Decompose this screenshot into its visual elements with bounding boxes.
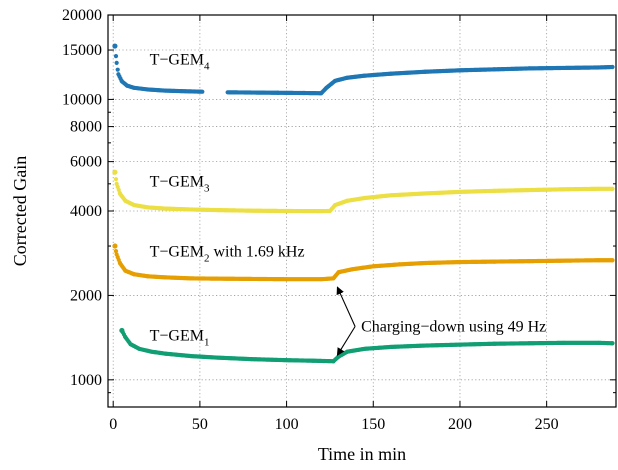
series-label-1: T−GEM1: [150, 328, 210, 349]
series-label-sub: 1: [204, 337, 210, 349]
x-tick-label: 150: [361, 416, 385, 433]
series-label-2: T−GEM2 with 1.69 kHz: [150, 244, 305, 265]
x-axis-label: Time in min: [318, 444, 406, 464]
annotation: Charging−down using 49 Hz: [336, 286, 546, 357]
series-layer: [112, 43, 615, 364]
series-4: [112, 43, 615, 96]
y-tick-label: 2000: [70, 287, 102, 304]
data-point: [610, 258, 615, 263]
y-tick-label: 8000: [70, 119, 102, 136]
annotation-text: Charging−down using 49 Hz: [361, 319, 546, 336]
series-label-4: T−GEM4: [150, 52, 210, 73]
x-tick-label: 50: [192, 416, 208, 433]
grid: [108, 14, 616, 407]
series-label-main: T−GEM: [150, 244, 204, 261]
series-1: [119, 327, 615, 364]
data-point: [610, 341, 615, 346]
annotation-arrow: [336, 326, 356, 357]
data-point: [112, 169, 118, 175]
x-tick-label: 200: [448, 416, 472, 433]
y-tick-label: 1000: [70, 372, 102, 389]
data-point: [610, 64, 615, 70]
y-tick-label: 6000: [70, 154, 102, 171]
data-point: [115, 67, 120, 72]
data-point: [114, 60, 119, 65]
series-label-main: T−GEM: [150, 52, 204, 69]
y-tick-label: 20000: [62, 7, 102, 24]
data-point: [113, 177, 119, 182]
series-label-3: T−GEM3: [150, 173, 210, 194]
series-3: [112, 169, 615, 214]
data-point: [610, 186, 615, 191]
ticks: 0 50 100 150 200 250 1000 2000 4000 6000 8000 10000…: [62, 7, 616, 433]
series-label-sub: 4: [204, 61, 210, 73]
series-label-suffix: with 1.69 kHz: [209, 244, 304, 261]
data-point: [119, 327, 125, 334]
x-tick-label: 0: [109, 416, 117, 433]
x-tick-label: 250: [535, 416, 559, 433]
series-label-main: T−GEM: [150, 328, 204, 345]
data-point: [113, 248, 119, 254]
data-point: [200, 89, 205, 94]
y-tick-label: 10000: [62, 91, 102, 108]
series-label-main: T−GEM: [150, 173, 204, 190]
data-point: [112, 43, 118, 49]
series-label-sub: 2: [204, 253, 210, 265]
series-label-sub: 3: [204, 182, 210, 194]
series-2: [112, 243, 615, 282]
y-axis-label: Corrected Gain: [10, 156, 30, 266]
y-tick-label: 15000: [62, 42, 102, 59]
annotation-arrow: [336, 286, 356, 327]
x-tick-label: 100: [275, 416, 299, 433]
data-point: [113, 54, 119, 59]
y-tick-label: 4000: [70, 203, 102, 220]
data-point: [112, 243, 118, 249]
